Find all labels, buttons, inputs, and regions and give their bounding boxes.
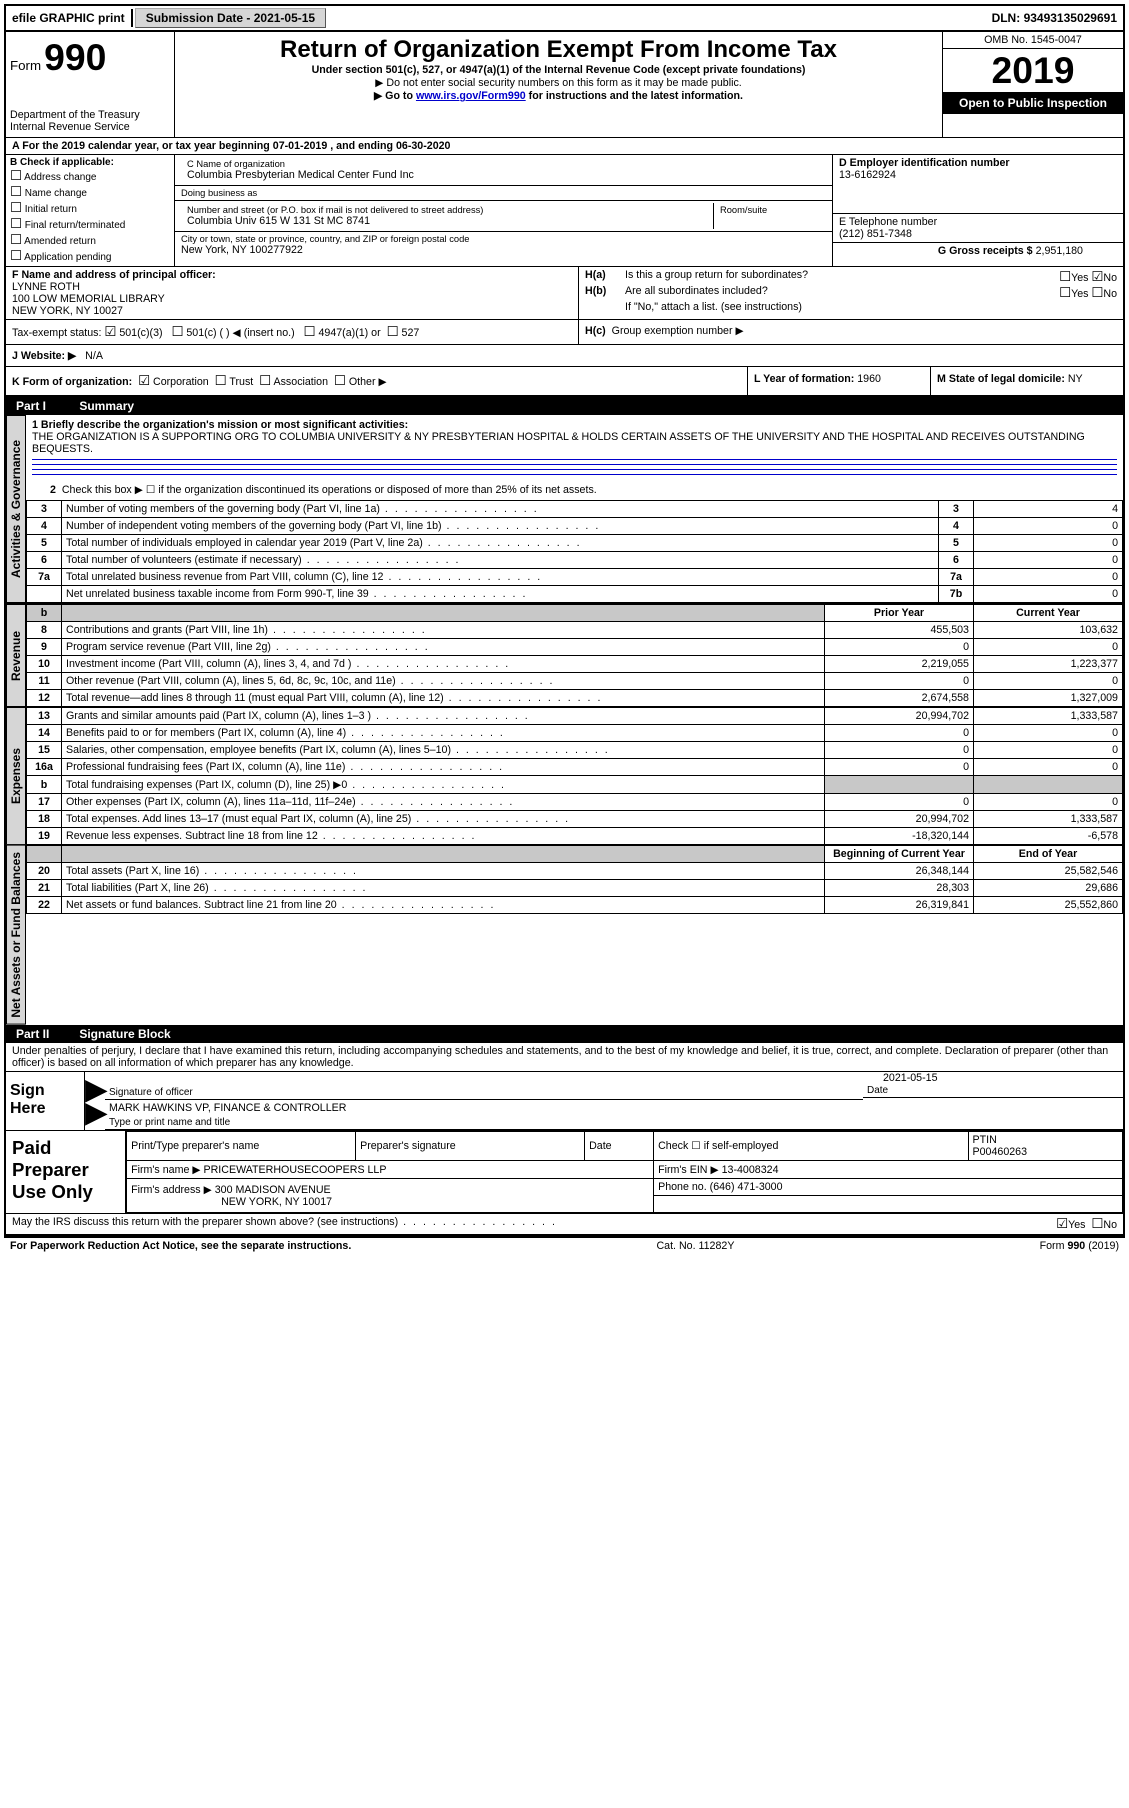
- form-label: Form: [10, 58, 41, 73]
- part-1-header: Part I Summary: [6, 397, 1123, 415]
- firm-addr2: NEW YORK, NY 10017: [131, 1196, 332, 1208]
- room-label: Room/suite: [720, 205, 820, 215]
- open-to-public: Open to Public Inspection: [943, 92, 1123, 114]
- side-tab-activities: Activities & Governance: [6, 415, 26, 603]
- k-label: K Form of organization:: [12, 376, 132, 388]
- form-title: Return of Organization Exempt From Incom…: [185, 36, 932, 64]
- part-2-header: Part II Signature Block: [6, 1025, 1123, 1043]
- c3-checkbox[interactable]: ☑: [104, 324, 116, 339]
- dln: DLN: 93493135029691: [986, 9, 1123, 27]
- omb-number: OMB No. 1545-0047: [943, 32, 1123, 49]
- check-self: Check ☐ if self-employed: [654, 1131, 968, 1160]
- city-value: New York, NY 100277922: [181, 244, 826, 256]
- f-label: F Name and address of principal officer:: [12, 269, 572, 281]
- form-header: Form 990 Department of the Treasury Inte…: [6, 32, 1123, 138]
- line2: Check this box ▶ ☐ if the organization d…: [62, 484, 597, 496]
- city-label: City or town, state or province, country…: [181, 234, 826, 244]
- form-ref: Form 990 (2019): [1040, 1240, 1119, 1252]
- col-b-label: B Check if applicable:: [10, 157, 114, 168]
- activities-table: 3Number of voting members of the governi…: [26, 500, 1123, 603]
- gross-label: G Gross receipts $: [938, 245, 1036, 257]
- mission-text: THE ORGANIZATION IS A SUPPORTING ORG TO …: [32, 431, 1085, 455]
- ein-label: D Employer identification number: [839, 157, 1010, 169]
- c-name-label: C Name of organization: [187, 159, 820, 169]
- form-subtitle: Under section 501(c), 527, or 4947(a)(1)…: [185, 64, 932, 76]
- checkbox-item[interactable]: ☐ Name change: [10, 184, 170, 200]
- street-label: Number and street (or P.O. box if mail i…: [187, 205, 707, 215]
- checkbox-item[interactable]: ☐ Application pending: [10, 248, 170, 264]
- arrow-icon: ▶▶: [85, 1072, 105, 1130]
- type-title: Type or print name and title: [105, 1116, 1123, 1130]
- form-container: efile GRAPHIC print Submission Date - 20…: [4, 4, 1125, 1238]
- top-bar: efile GRAPHIC print Submission Date - 20…: [6, 6, 1123, 32]
- sig-date: 2021-05-15: [863, 1072, 1123, 1084]
- sign-here-block: Sign Here ▶▶ Signature of officer 2021-0…: [6, 1071, 1123, 1131]
- net-assets-table: Beginning of Current YearEnd of Year20To…: [26, 845, 1123, 914]
- firm-addr1: 300 MADISON AVENUE: [215, 1184, 331, 1196]
- period-row: A For the 2019 calendar year, or tax yea…: [6, 138, 1123, 155]
- phone-label: E Telephone number: [839, 216, 1117, 228]
- checkbox-item[interactable]: ☐ Final return/terminated: [10, 216, 170, 232]
- side-tab-expenses: Expenses: [6, 707, 26, 845]
- ptin-value: P00460263: [973, 1146, 1028, 1158]
- state-domicile: NY: [1068, 373, 1083, 385]
- h-a: Is this a group return for subordinates?: [625, 269, 1059, 285]
- prep-date-label: Date: [585, 1131, 654, 1160]
- cat-no: Cat. No. 11282Y: [656, 1240, 734, 1252]
- phone-value: (212) 851-7348: [839, 228, 1117, 240]
- form-number: 990: [44, 36, 106, 78]
- website-value: N/A: [85, 350, 103, 362]
- gross-value: 2,951,180: [1036, 245, 1083, 257]
- h-b-note: If "No," attach a list. (see instruction…: [585, 301, 1117, 313]
- corp-checkbox[interactable]: ☑: [138, 373, 150, 388]
- prep-sig-label: Preparer's signature: [356, 1131, 585, 1160]
- officer-addr1: 100 LOW MEMORIAL LIBRARY: [12, 293, 572, 305]
- revenue-table: bPrior YearCurrent Year8Contributions an…: [26, 604, 1123, 707]
- firm-ein: 13-4008324: [722, 1164, 779, 1176]
- tax-year: 2019: [943, 49, 1123, 92]
- line1-label: 1 Briefly describe the organization's mi…: [32, 419, 408, 431]
- i-label: Tax-exempt status:: [12, 327, 101, 339]
- irs-link[interactable]: www.irs.gov/Form990: [416, 90, 526, 102]
- bullet-2: ▶ Go to www.irs.gov/Form990 for instruct…: [185, 89, 932, 102]
- firm-phone: (646) 471-3000: [710, 1181, 783, 1193]
- section-b-to-g: B Check if applicable: ☐ Address change☐…: [6, 155, 1123, 267]
- paid-preparer-block: Paid Preparer Use Only Print/Type prepar…: [6, 1131, 1123, 1214]
- expenses-table: 13Grants and similar amounts paid (Part …: [26, 707, 1123, 845]
- date-label: Date: [863, 1084, 1123, 1098]
- spacer: [328, 16, 985, 20]
- ha-yes-no: ☐Yes ☑No: [1059, 269, 1117, 285]
- officer-print-name: MARK HAWKINS VP, FINANCE & CONTROLLER: [105, 1100, 1123, 1116]
- sig-officer-label: Signature of officer: [105, 1086, 863, 1100]
- submission-date-button[interactable]: Submission Date - 2021-05-15: [135, 8, 326, 28]
- prep-name-label: Print/Type preparer's name: [127, 1131, 356, 1160]
- j-label: J Website: ▶: [12, 350, 76, 362]
- org-name: Columbia Presbyterian Medical Center Fun…: [187, 169, 820, 181]
- side-tab-netassets: Net Assets or Fund Balances: [6, 845, 26, 1025]
- checkbox-item[interactable]: ☐ Amended return: [10, 232, 170, 248]
- dba-label: Doing business as: [181, 188, 826, 198]
- bullet-1: ▶ Do not enter social security numbers o…: [185, 76, 932, 89]
- street-value: Columbia Univ 615 W 131 St MC 8741: [187, 215, 707, 227]
- year-formation: 1960: [857, 373, 881, 385]
- checkbox-item[interactable]: ☐ Initial return: [10, 200, 170, 216]
- department: Department of the Treasury Internal Reve…: [10, 109, 170, 133]
- ein-value: 13-6162924: [839, 169, 1117, 181]
- officer-addr2: NEW YORK, NY 10027: [12, 305, 572, 317]
- discuss-yes-no: ☑Yes ☐No: [1056, 1216, 1117, 1232]
- declaration: Under penalties of perjury, I declare th…: [6, 1043, 1123, 1071]
- pra-notice: For Paperwork Reduction Act Notice, see …: [10, 1240, 351, 1252]
- discuss-text: May the IRS discuss this return with the…: [12, 1216, 1056, 1232]
- efile-label: efile GRAPHIC print: [6, 9, 133, 27]
- h-c: Group exemption number ▶: [612, 325, 744, 337]
- side-tab-revenue: Revenue: [6, 604, 26, 707]
- checkbox-item[interactable]: ☐ Address change: [10, 168, 170, 184]
- footer: For Paperwork Reduction Act Notice, see …: [4, 1238, 1125, 1254]
- h-b: Are all subordinates included?: [625, 285, 1059, 301]
- officer-name: LYNNE ROTH: [12, 281, 572, 293]
- firm-name: PRICEWATERHOUSECOOPERS LLP: [204, 1164, 387, 1176]
- hb-yes-no: ☐Yes ☐No: [1059, 285, 1117, 301]
